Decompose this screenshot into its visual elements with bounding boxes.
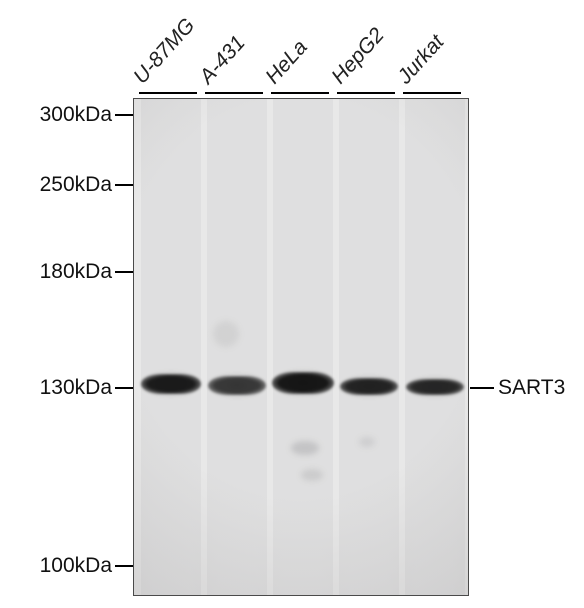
blot-membrane	[133, 98, 469, 596]
smudge	[213, 321, 239, 347]
mw-tick	[115, 387, 133, 389]
mw-label: 130kDa	[0, 376, 112, 400]
lane-underline	[337, 92, 395, 94]
band	[208, 376, 266, 395]
target-label: SART3	[498, 376, 565, 400]
band	[340, 378, 398, 395]
lane-label: Jurkat	[393, 30, 449, 89]
lane-strip	[207, 99, 267, 595]
mw-tick	[115, 271, 133, 273]
lane-strip	[339, 99, 399, 595]
lane-underline	[271, 92, 329, 94]
lane-underline	[403, 92, 461, 94]
mw-tick	[115, 184, 133, 186]
mw-label: 100kDa	[0, 554, 112, 578]
lane-label: HeLa	[261, 36, 312, 89]
mw-tick	[115, 114, 133, 116]
mw-label: 250kDa	[0, 173, 112, 197]
western-blot-figure: U-87MGA-431HeLa HepG2Jurkat 300kDa 250kDa 1…	[0, 0, 584, 608]
band	[406, 379, 464, 395]
lane-strip	[405, 99, 465, 595]
smudge	[301, 469, 323, 481]
mw-label: 180kDa	[0, 260, 112, 284]
lane-label: U-87MG	[129, 14, 200, 89]
blot-lanes	[134, 99, 468, 595]
band	[272, 372, 334, 394]
mw-label: 300kDa	[0, 103, 112, 127]
mw-tick	[115, 565, 133, 567]
band	[141, 374, 201, 394]
lane-label: A-431	[195, 31, 250, 89]
smudge	[359, 437, 375, 447]
lane-underline	[139, 92, 197, 94]
target-tick	[470, 387, 494, 389]
lane-strip	[141, 99, 201, 595]
lane-strip	[273, 99, 333, 595]
smudge	[291, 441, 319, 455]
lane-label: HepG2	[327, 23, 389, 89]
lane-underline	[205, 92, 263, 94]
